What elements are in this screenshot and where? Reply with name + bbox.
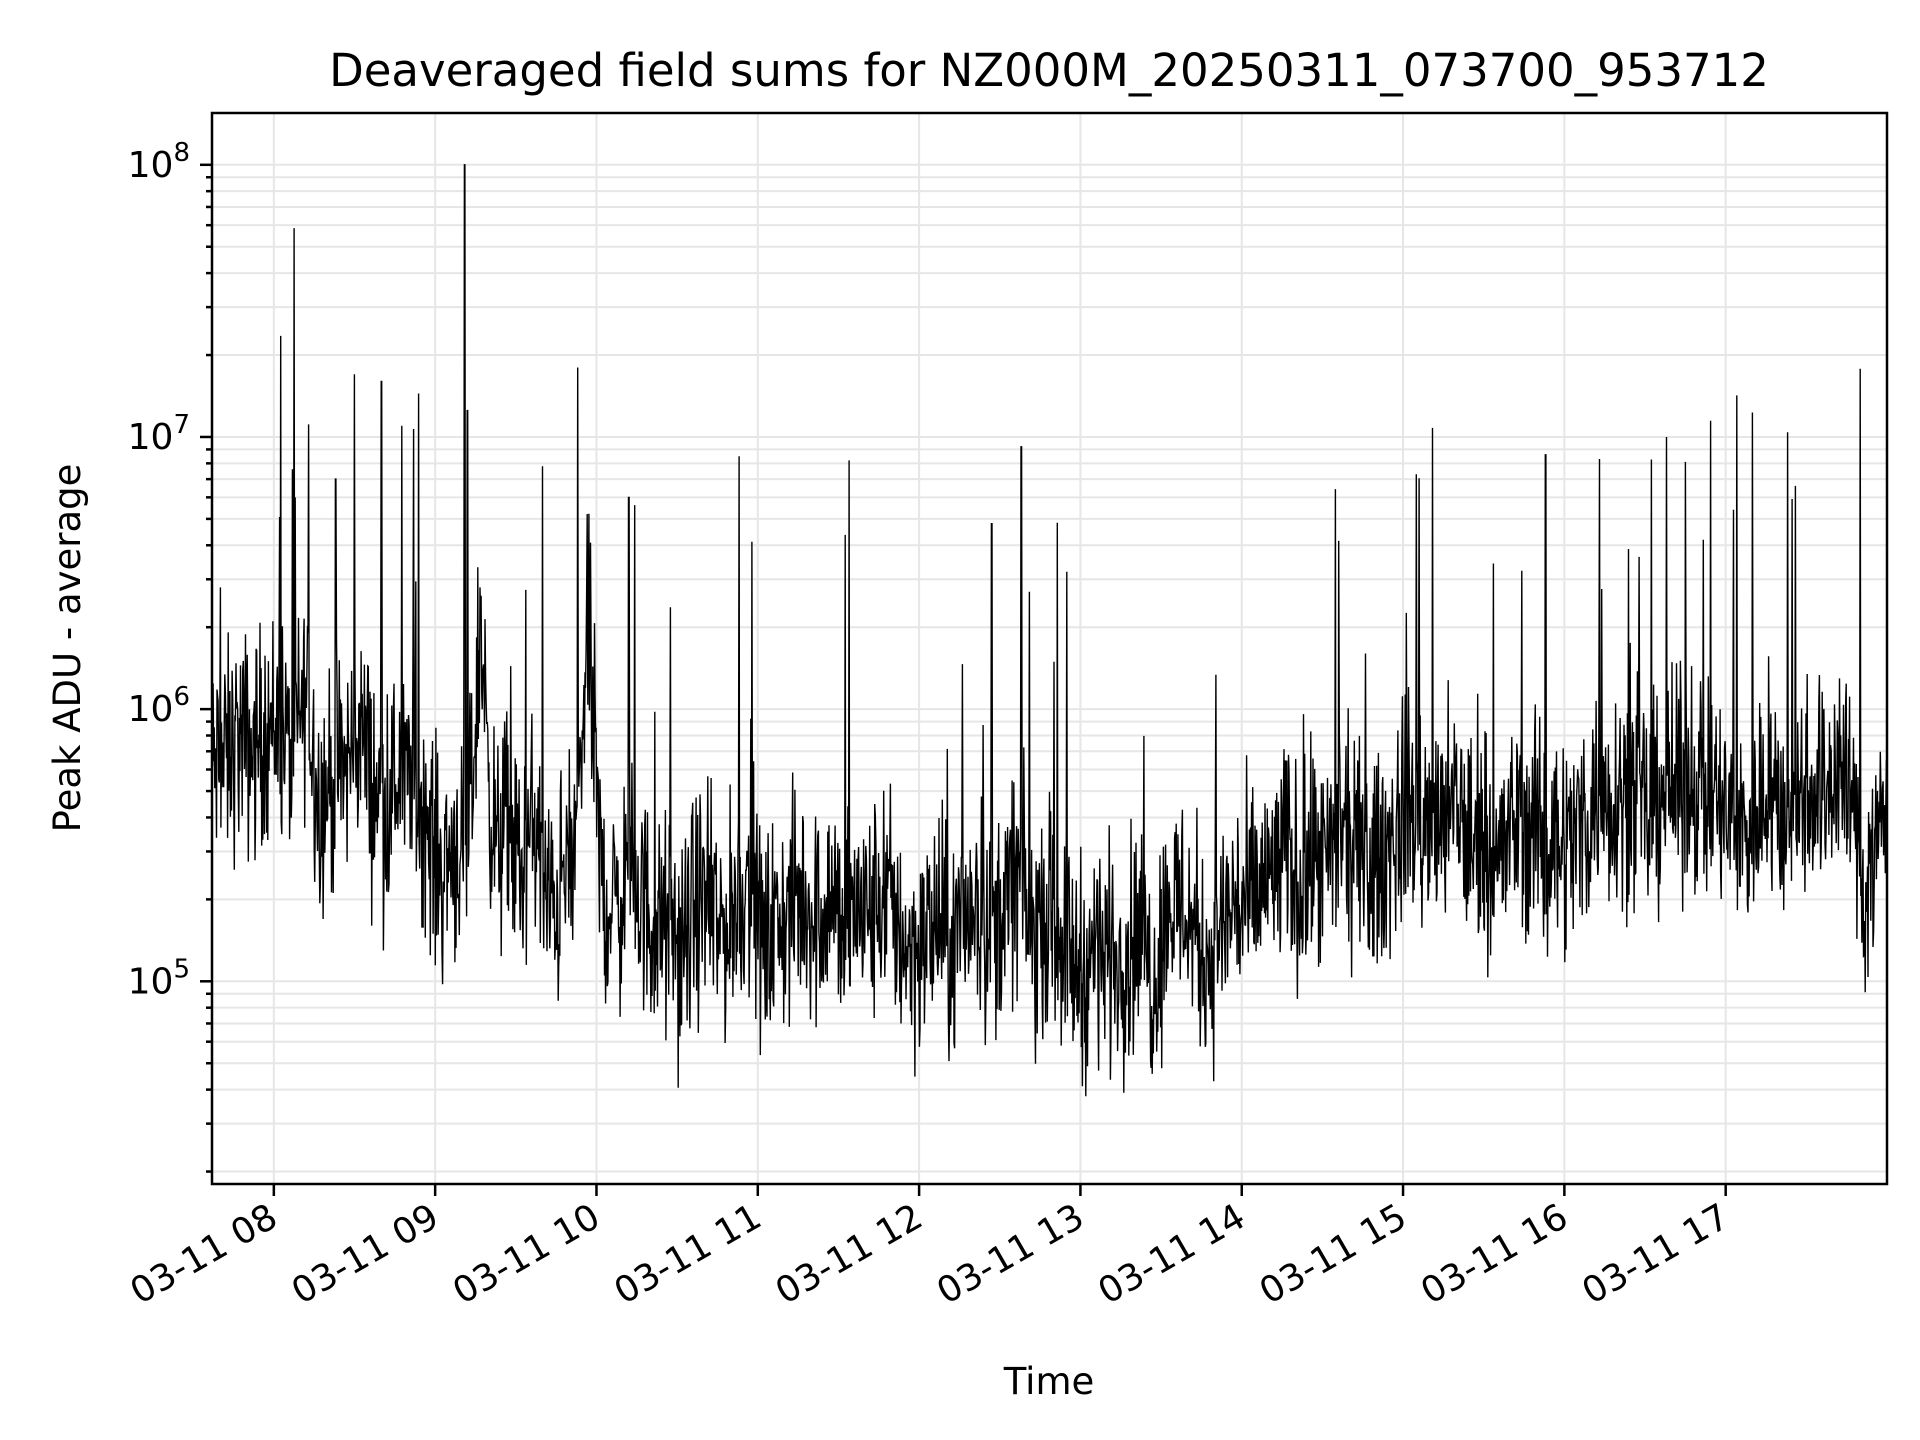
chart-title: Deaveraged field sums for NZ000M_2025031… — [329, 44, 1769, 97]
x-axis: 03-11 08 03-11 09 03-11 10 03-11 11 03-11 12… — [124, 1184, 1737, 1313]
x-tick-label: 03-11 14 — [1092, 1196, 1253, 1312]
y-tick-exponent: 5 — [173, 954, 190, 984]
y-tick-base: 10 — [128, 689, 174, 730]
y-tick-exponent: 8 — [173, 138, 190, 168]
x-tick-label: 03-11 12 — [769, 1196, 930, 1312]
y-tick-label: 108 — [128, 138, 190, 186]
x-tick-label: 03-11 08 — [124, 1196, 285, 1312]
x-axis-label: Time — [1003, 1360, 1095, 1403]
series-line — [211, 164, 1888, 1097]
x-tick-label: 03-11 17 — [1576, 1196, 1737, 1312]
y-tick-label: 106 — [128, 682, 190, 730]
x-tick-label: 03-11 16 — [1414, 1196, 1575, 1312]
y-axis-label: Peak ADU - average — [46, 464, 89, 833]
x-tick-label: 03-11 15 — [1253, 1196, 1414, 1312]
y-tick-base: 10 — [128, 145, 174, 186]
x-tick-label: 03-11 09 — [285, 1196, 446, 1312]
x-tick-label: 03-11 11 — [608, 1196, 769, 1312]
y-tick-base: 10 — [128, 417, 174, 458]
plot-frame — [210, 111, 1889, 1186]
y-tick-label: 105 — [128, 954, 190, 1002]
y-tick-base: 10 — [128, 961, 174, 1002]
x-tick-label: 03-11 10 — [446, 1196, 607, 1312]
y-tick-exponent: 7 — [173, 410, 190, 440]
data-series — [211, 164, 1888, 1097]
x-tick-label: 03-11 13 — [930, 1196, 1091, 1312]
y-tick-label: 107 — [128, 410, 190, 458]
y-tick-exponent: 6 — [173, 682, 190, 712]
